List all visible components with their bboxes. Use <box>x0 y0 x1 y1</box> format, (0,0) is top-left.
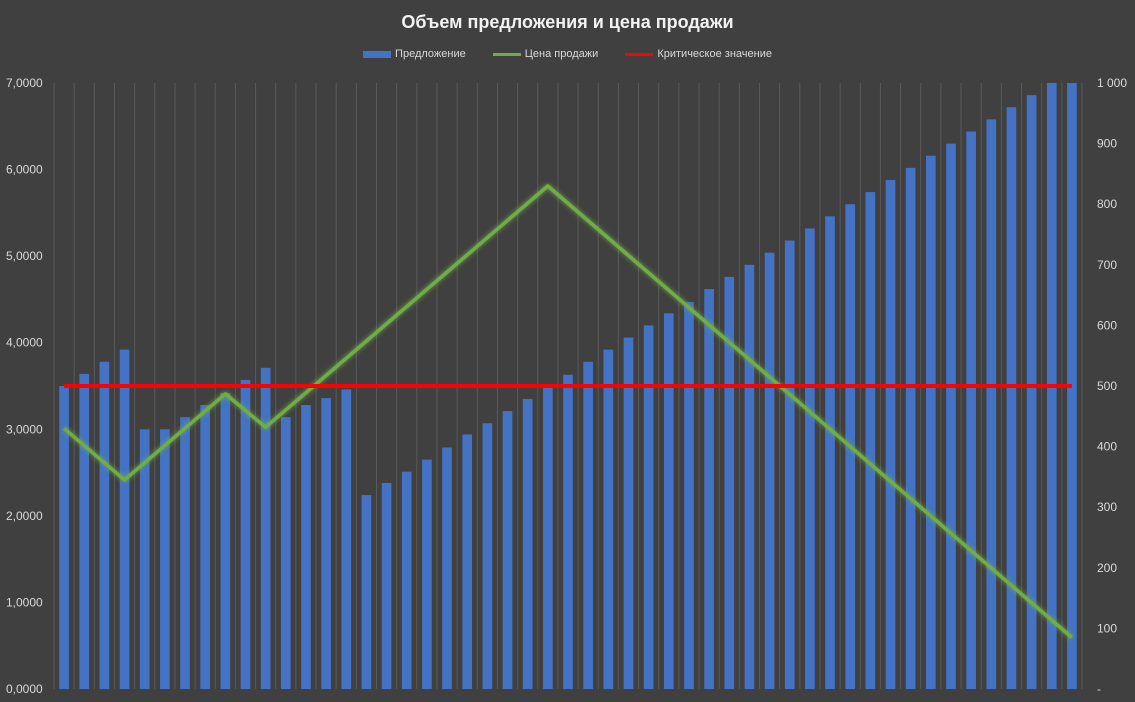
bar-supply <box>59 386 69 689</box>
left-axis-tick-label: 6,0000 <box>6 163 43 177</box>
bar-supply <box>482 423 493 689</box>
bar-supply <box>925 155 936 690</box>
bar-supply <box>341 389 352 689</box>
bar-supply <box>724 276 735 689</box>
left-axis-tick-label: 3,0000 <box>6 422 43 436</box>
bar-supply <box>684 302 694 689</box>
right-axis-tick-label: 700 <box>1097 258 1117 272</box>
legend-swatch-critical <box>625 52 654 56</box>
bar-supply <box>502 411 513 689</box>
bar-supply <box>260 367 271 689</box>
bar-supply <box>462 434 473 689</box>
bar-supply <box>1026 95 1037 690</box>
right-axis-tick-label: 100 <box>1097 621 1117 635</box>
bar-supply <box>381 482 392 689</box>
bar-supply <box>180 417 190 689</box>
legend-item-critical: Критическое значение <box>625 48 772 60</box>
bar-supply <box>764 252 775 689</box>
left-axis-tick-label: 5,0000 <box>6 249 43 263</box>
bar-supply <box>200 405 211 689</box>
bar-supply <box>946 143 956 690</box>
chart-legend: Предложение Цена продажи Критическое зна… <box>0 48 1135 60</box>
legend-label-price: Цена продажи <box>524 48 599 61</box>
right-axis-tick-label: 200 <box>1097 561 1117 575</box>
left-axis-tick-label: 4,0000 <box>6 336 43 350</box>
bar-supply <box>885 179 896 689</box>
left-axis-tick-label: 1,0000 <box>6 595 43 609</box>
right-axis-tick-label: - <box>1097 682 1101 696</box>
right-axis-tick-label: 1 000 <box>1097 76 1127 90</box>
bar-supply <box>321 398 331 689</box>
left-axis-tick-label: 0,0000 <box>6 682 43 696</box>
right-axis-tick-label: 800 <box>1097 197 1117 211</box>
bar-supply <box>301 405 311 689</box>
line-price <box>62 184 1074 639</box>
bar-supply <box>744 264 755 689</box>
bar-supply <box>865 192 876 689</box>
bar-supply <box>79 373 90 689</box>
bar-supply <box>119 349 130 689</box>
bar-supply <box>139 429 150 689</box>
bar-supply <box>966 131 976 690</box>
bar-supply <box>422 459 432 689</box>
left-axis-tick-label: 2,0000 <box>6 509 43 523</box>
right-axis-tick-label: 500 <box>1097 379 1117 393</box>
right-axis-tick-label: 300 <box>1097 500 1117 514</box>
bar-supply <box>825 216 835 689</box>
bar-supply <box>583 361 593 689</box>
bar-supply <box>99 361 110 689</box>
left-axis-tick-label: 7,0000 <box>6 76 43 90</box>
bar-supply <box>522 398 533 689</box>
legend-item-supply: Предложение <box>363 48 466 60</box>
bar-supply <box>623 337 634 689</box>
bar-supply <box>442 447 452 689</box>
bar-supply <box>784 240 795 689</box>
bar-supply <box>986 119 997 690</box>
bar-supply <box>643 325 654 689</box>
right-axis-tick-label: 400 <box>1097 440 1117 454</box>
bar-supply <box>240 379 251 689</box>
bar-supply <box>1006 107 1017 690</box>
bar-supply <box>704 289 714 689</box>
bar-supply <box>220 392 231 689</box>
bar-supply <box>543 386 553 689</box>
legend-label-critical: Критическое значение <box>657 48 772 61</box>
bar-supply <box>1067 83 1077 689</box>
bar-supply <box>663 313 674 689</box>
legend-item-price: Цена продажи <box>492 48 599 61</box>
bar-supply <box>361 495 372 689</box>
legend-swatch-price <box>492 52 521 56</box>
bar-supply <box>401 471 412 689</box>
chart-title: Объем предложения и цена продажи <box>401 12 734 32</box>
bar-supply <box>160 429 170 689</box>
bar-supply <box>280 417 291 689</box>
right-axis-tick-label: 600 <box>1097 318 1117 332</box>
bar-supply <box>603 349 614 689</box>
bar-supply <box>805 228 815 689</box>
legend-swatch-supply <box>363 50 392 58</box>
right-axis-tick-label: 900 <box>1097 137 1117 151</box>
bar-supply <box>563 374 573 689</box>
bar-supply <box>905 167 916 690</box>
legend-label-supply: Предложение <box>395 48 466 61</box>
